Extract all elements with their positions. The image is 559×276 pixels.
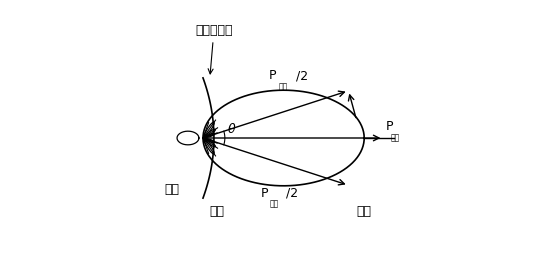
Text: 主瓣: 主瓣 [356,205,371,217]
Text: P: P [260,187,268,200]
Text: /2: /2 [296,69,308,82]
Text: θ: θ [228,123,235,136]
Text: 最大: 最大 [390,133,399,142]
Text: 尾瓣: 尾瓣 [165,183,180,196]
Text: P: P [269,69,276,82]
Text: 天线反射器: 天线反射器 [195,24,233,74]
Text: P: P [386,120,394,133]
Text: /2: /2 [286,187,299,200]
Text: 最大: 最大 [278,82,287,91]
Text: 最大: 最大 [270,200,279,208]
Text: 旁瓣: 旁瓣 [210,205,225,217]
